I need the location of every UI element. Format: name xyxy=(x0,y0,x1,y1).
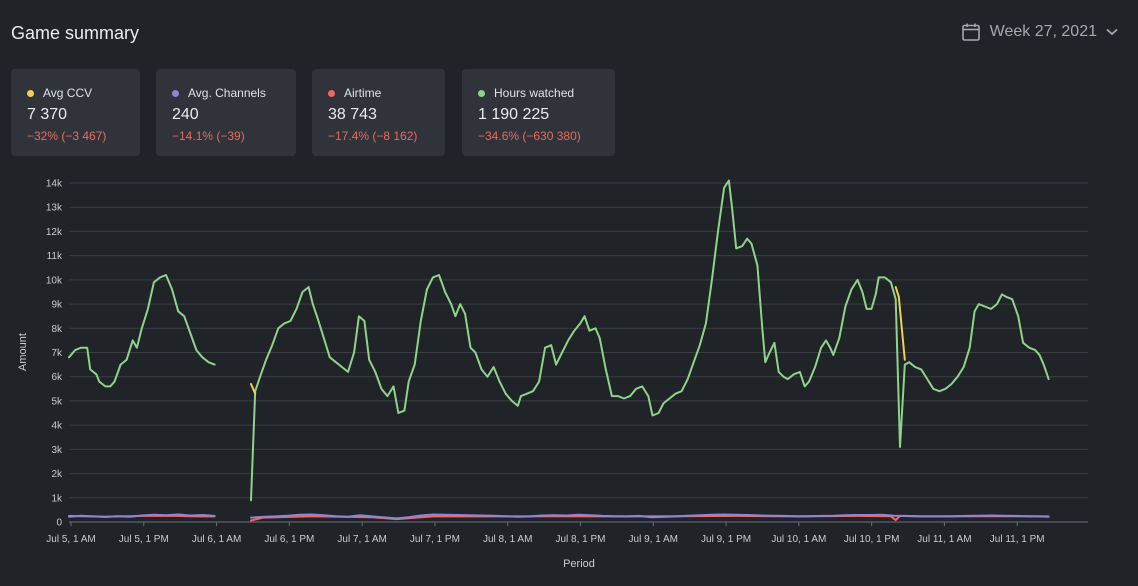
line-chart: 0 1k 2k 3k 4k 5k 6k 7k 8k 9k 10k 11k 12k 13k 14k Jul 5… xyxy=(17,179,1088,570)
card-airtime[interactable]: Airtime 38 743 −17.4% (−8 162) xyxy=(312,69,445,156)
card-hours-watched[interactable]: Hours watched 1 190 225 −34.6% (−630 380… xyxy=(462,69,615,156)
series-line-avg-channels xyxy=(250,513,1050,520)
x-tick-label: Jul 9, 1 PM xyxy=(701,534,751,545)
y-tick-label: 10k xyxy=(46,275,63,286)
card-label: Avg. Channels xyxy=(188,86,266,100)
series-line-avg-channels xyxy=(68,513,216,518)
x-tick-label: Jul 5, 1 AM xyxy=(46,534,95,545)
series-line-hours-watched xyxy=(68,274,216,388)
card-change: −32% (−3 467) xyxy=(27,129,107,143)
hours-legend-dot-icon xyxy=(478,89,485,97)
airtime-legend-dot-icon xyxy=(328,89,335,97)
card-value: 240 xyxy=(172,106,199,123)
channels-legend-dot-icon xyxy=(172,89,179,97)
x-tick-label: Jul 6, 1 PM xyxy=(264,534,314,545)
y-tick-label: 12k xyxy=(46,227,63,238)
x-tick-label: Jul 9, 1 AM xyxy=(629,534,678,545)
y-tick-label: 6k xyxy=(51,372,63,383)
y-tick-label: 3k xyxy=(51,445,63,456)
y-tick-label: 1k xyxy=(51,493,63,504)
card-avg-ccv[interactable]: Avg CCV 7 370 −32% (−3 467) xyxy=(11,69,140,156)
y-tick-label: 4k xyxy=(51,421,63,432)
card-value: 7 370 xyxy=(27,106,68,123)
x-tick-label: Jul 10, 1 AM xyxy=(771,534,826,545)
series-line-hours-watched xyxy=(250,179,1050,502)
y-axis-label: Amount xyxy=(17,333,29,371)
card-label: Hours watched xyxy=(494,86,575,100)
x-tick-label: Jul 7, 1 AM xyxy=(337,534,386,545)
page-title: Game summary xyxy=(11,23,140,43)
chevron-down-icon xyxy=(1106,28,1118,36)
y-tick-label: 2k xyxy=(51,469,63,480)
x-axis-label: Period xyxy=(563,558,595,570)
card-change: −14.1% (−39) xyxy=(172,129,245,143)
y-tick-label: 0 xyxy=(56,518,62,529)
x-tick-label: Jul 11, 1 AM xyxy=(917,534,971,545)
x-tick-label: Jul 11, 1 PM xyxy=(990,534,1045,545)
card-value: 1 190 225 xyxy=(478,106,550,123)
y-tick-label: 13k xyxy=(46,203,63,214)
y-tick-label: 5k xyxy=(51,396,63,407)
x-tick-label: Jul 8, 1 PM xyxy=(555,534,605,545)
y-tick-label: 14k xyxy=(46,179,63,190)
week-label: Week 27, 2021 xyxy=(989,23,1097,40)
card-change: −34.6% (−630 380) xyxy=(478,129,581,143)
card-label: Airtime xyxy=(344,86,382,100)
week-selector[interactable]: Week 27, 2021 xyxy=(961,22,1118,42)
y-tick-label: 7k xyxy=(51,348,63,359)
y-tick-label: 9k xyxy=(51,300,63,311)
card-change: −17.4% (−8 162) xyxy=(328,129,418,143)
card-value: 38 743 xyxy=(328,106,377,123)
series-line-avg-ccv xyxy=(250,383,257,395)
calendar-icon xyxy=(961,22,981,42)
card-avg-channels[interactable]: Avg. Channels 240 −14.1% (−39) xyxy=(156,69,296,156)
series-line-avg-ccv xyxy=(894,286,906,361)
x-tick-label: Jul 8, 1 AM xyxy=(483,534,532,545)
y-tick-label: 11k xyxy=(47,251,63,262)
x-tick-label: Jul 10, 1 PM xyxy=(844,534,900,545)
ccv-legend-dot-icon xyxy=(27,89,34,97)
x-tick-label: Jul 7, 1 PM xyxy=(410,534,460,545)
y-tick-label: 8k xyxy=(51,324,63,335)
x-tick-label: Jul 6, 1 AM xyxy=(192,534,241,545)
x-tick-label: Jul 5, 1 PM xyxy=(119,534,169,545)
card-label: Avg CCV xyxy=(43,86,93,100)
